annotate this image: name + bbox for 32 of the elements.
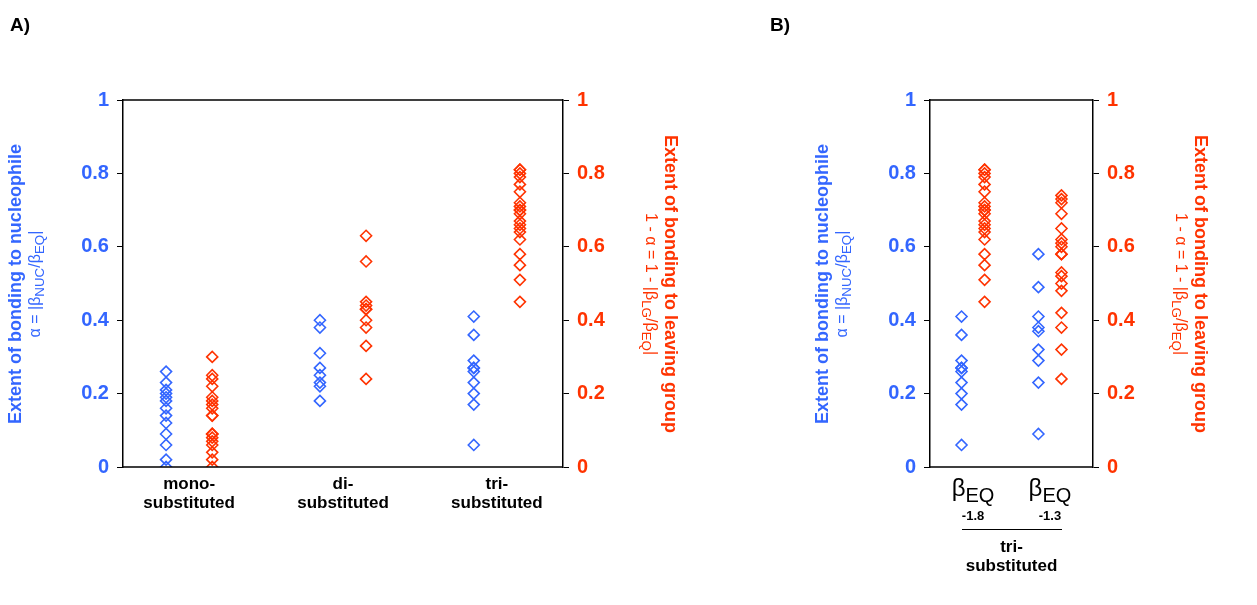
y2-tick-label: 0.2 xyxy=(577,381,605,404)
y-tick-label: 0 xyxy=(904,454,916,477)
x-tick-label: tri- substituted xyxy=(451,474,543,512)
y-tick-label: 0.2 xyxy=(81,381,109,404)
y2-tick-label: 1 xyxy=(577,87,589,110)
y-tick-label: 0.4 xyxy=(888,307,917,330)
x-tick-label: β$_{EQ}$ -1.8 xyxy=(951,474,995,523)
y2-tick-label: 0.4 xyxy=(1107,307,1136,330)
y-tick-label: 0.2 xyxy=(888,381,916,404)
x-tick-label: di- substituted xyxy=(297,474,389,512)
chart-title: A) xyxy=(10,14,31,36)
y2-tick-label: 1 xyxy=(1107,87,1119,110)
y2-tick-label: 0 xyxy=(577,454,589,477)
x-tick-label: β$_{EQ}$ -1.3 xyxy=(1028,474,1072,523)
y-tick-label: 0.6 xyxy=(888,234,916,257)
y-tick-label: 1 xyxy=(904,87,916,110)
chart-title: B) xyxy=(770,14,791,36)
y-tick-label: 0.6 xyxy=(81,234,109,257)
y2-tick-label: 0.6 xyxy=(577,234,605,257)
y-tick-label: 1 xyxy=(97,87,109,110)
y2-tick-label: 0.4 xyxy=(577,307,606,330)
y-tick-label: 0.8 xyxy=(888,160,916,183)
x-axis-title: tri- substituted xyxy=(961,529,1062,576)
y2-tick-label: 0.6 xyxy=(1107,234,1135,257)
y2-tick-label: 0.8 xyxy=(1107,160,1135,183)
y2-tick-label: 0.8 xyxy=(577,160,605,183)
y2-tick-label: 0 xyxy=(1107,454,1119,477)
y2-tick-label: 0.2 xyxy=(1107,381,1135,404)
y-tick-label: 0 xyxy=(97,454,109,477)
x-tick-label: mono- substituted xyxy=(143,474,235,512)
y-tick-label: 0.8 xyxy=(81,160,109,183)
y-tick-label: 0.4 xyxy=(81,307,110,330)
